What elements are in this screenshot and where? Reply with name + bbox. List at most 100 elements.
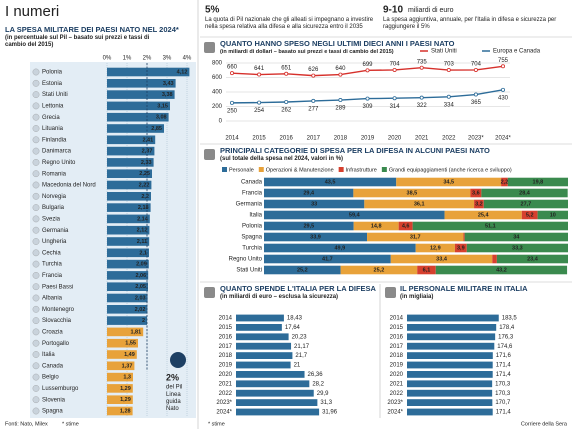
bar-segment xyxy=(483,199,568,209)
category-label: 2019 xyxy=(390,363,404,369)
value-label: 2,14 xyxy=(137,216,149,222)
category-label: Danimarca xyxy=(42,149,72,155)
legend-label: Operazioni & Manutenzione xyxy=(266,167,334,173)
bar xyxy=(407,333,496,341)
category-label: Svezia xyxy=(42,216,61,222)
bar-segment xyxy=(507,177,568,187)
flag xyxy=(32,192,40,200)
bar-segment xyxy=(340,265,418,275)
bar xyxy=(107,124,164,133)
value-label: 334 xyxy=(444,102,455,108)
x-tick-label: 2014 xyxy=(225,136,239,142)
bar-segment xyxy=(463,232,465,242)
category-label: Romania xyxy=(42,171,67,177)
value-label: 171,6 xyxy=(496,353,512,359)
bar xyxy=(407,371,493,378)
x-tick-label: 2% xyxy=(143,56,152,62)
bar xyxy=(236,314,284,322)
bar-segment xyxy=(481,188,568,198)
value-label: 25,2 xyxy=(297,267,308,273)
flag xyxy=(32,159,40,166)
bar-segment xyxy=(474,199,484,209)
bar xyxy=(107,350,137,359)
marker xyxy=(473,67,478,72)
value-label: 2,2 xyxy=(141,194,149,200)
bar-segment xyxy=(521,210,538,220)
category-label: Estonia xyxy=(42,81,63,87)
flag xyxy=(32,181,40,189)
value-label: 33,4 xyxy=(436,256,448,262)
bar xyxy=(407,389,493,397)
marker xyxy=(311,73,316,78)
value-label: 2,1 xyxy=(139,250,147,256)
category-label: Lituania xyxy=(42,126,64,132)
category-label: Italia xyxy=(42,352,55,358)
value-label: 2,25 xyxy=(139,171,150,177)
page-title: I numeri xyxy=(5,3,59,20)
bar xyxy=(107,406,133,416)
marker xyxy=(284,100,289,105)
x-tick-label: 2022 xyxy=(442,136,456,142)
category-label: Slovenia xyxy=(42,397,66,403)
value-label: 735 xyxy=(417,59,428,65)
category-label: Germania xyxy=(236,202,263,208)
marker xyxy=(446,68,451,73)
category-label: Croazia xyxy=(42,329,63,335)
bar-segment xyxy=(390,254,493,264)
fact-value: 9-10 xyxy=(383,5,403,16)
value-label: 640 xyxy=(335,66,346,72)
bar xyxy=(407,380,493,388)
value-label: 365 xyxy=(471,100,482,106)
flag xyxy=(32,226,40,234)
bar-segment xyxy=(470,188,482,198)
bar xyxy=(107,305,148,314)
value-label: 17,64 xyxy=(285,325,301,331)
x-tick-label: 2016 xyxy=(280,136,294,142)
y-tick-label: 0 xyxy=(219,119,223,125)
category-label: Finlandia xyxy=(42,137,67,143)
value-label: 14,8 xyxy=(371,223,382,229)
category-label: 2024* xyxy=(387,410,403,416)
y-tick-label: 400 xyxy=(212,90,223,96)
bar-segment xyxy=(396,177,502,187)
marker xyxy=(311,98,316,103)
value-label: 4,12 xyxy=(177,69,188,75)
category-label: Stati Uniti xyxy=(42,92,68,98)
chart-title: LA SPESA MILITARE DEI PAESI NATO NEL 202… xyxy=(5,25,179,34)
flag xyxy=(32,204,40,211)
value-label: 21 xyxy=(294,363,301,369)
bar-segment xyxy=(435,265,568,275)
value-label: 33,9 xyxy=(310,234,321,240)
value-label: 322 xyxy=(417,103,428,109)
bar-segment xyxy=(264,265,341,275)
value-label: 2,11 xyxy=(137,239,147,245)
value-label: 21,7 xyxy=(295,353,307,359)
value-label: 3,2 xyxy=(475,201,483,207)
bar xyxy=(107,316,147,325)
value-label: 31,7 xyxy=(410,234,421,240)
value-label: 31,96 xyxy=(322,410,338,416)
bar-segment xyxy=(364,199,475,209)
category-label: Slovacchia xyxy=(42,318,72,324)
value-label: 26,36 xyxy=(308,372,324,378)
value-label: 2,12 xyxy=(137,228,148,234)
bar xyxy=(107,237,150,246)
category-label: Canada xyxy=(241,180,263,186)
flag xyxy=(32,283,40,291)
flag xyxy=(32,79,40,87)
value-label: 178,4 xyxy=(499,325,515,331)
value-label: 20,23 xyxy=(292,334,308,340)
bar xyxy=(107,282,148,291)
category-label: 2022 xyxy=(219,391,233,397)
value-label: 309 xyxy=(362,104,373,110)
bar xyxy=(107,384,133,393)
flag xyxy=(32,385,40,392)
flag xyxy=(32,407,40,415)
bar-segment xyxy=(492,254,497,264)
category-label: Spagna xyxy=(42,409,63,415)
marker xyxy=(392,96,397,101)
category-label: Polonia xyxy=(242,224,263,230)
bar-segment xyxy=(264,221,354,231)
category-label: Cechia xyxy=(42,250,61,256)
